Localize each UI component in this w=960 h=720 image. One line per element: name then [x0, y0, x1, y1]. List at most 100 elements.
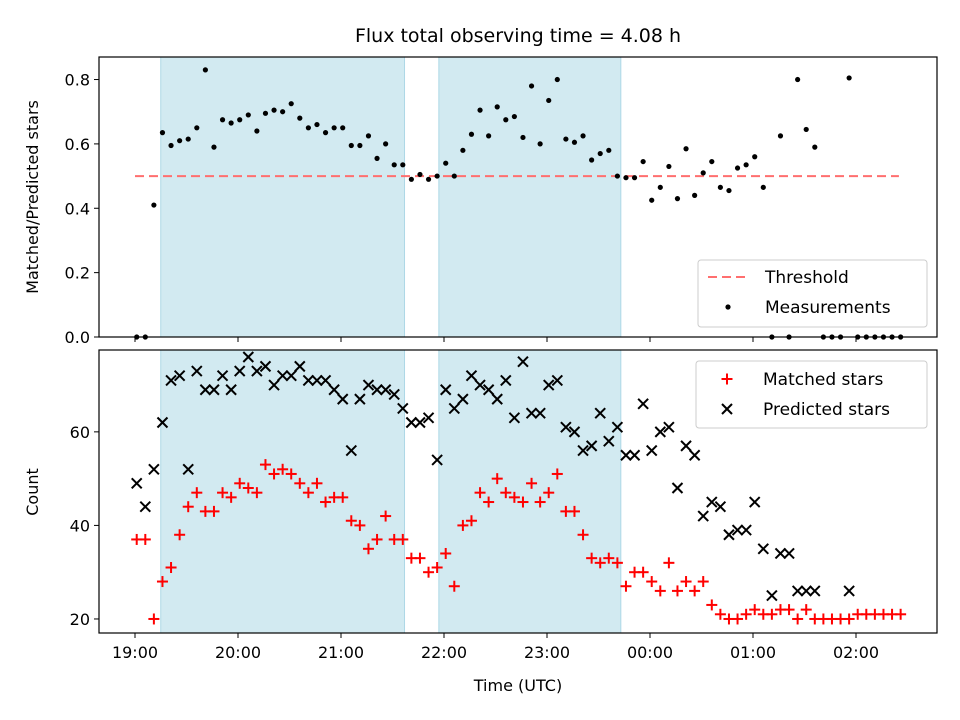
bottom-y-axis: 20 40 60: [70, 423, 99, 629]
measurement-point: [846, 75, 852, 81]
measurement-point: [340, 125, 346, 131]
matched-point: [534, 496, 546, 508]
measurement-point: [734, 165, 741, 171]
measurement-point: [297, 115, 303, 121]
x-tick-label: 02:00: [833, 643, 879, 662]
matched-point: [766, 608, 778, 620]
matched-point: [491, 473, 503, 485]
predicted-point: [723, 529, 735, 541]
measurement-point: [666, 163, 672, 170]
top-y-tick-label: 0.0: [65, 328, 90, 347]
measurement-point: [211, 144, 217, 150]
predicted-point: [628, 449, 641, 461]
matched-point: [354, 519, 366, 531]
measurement-point: [589, 157, 595, 163]
predicted-point: [173, 370, 186, 382]
predicted-point: [216, 370, 229, 382]
measurements-legend-label: Measurements: [765, 298, 891, 318]
predicted-point: [328, 384, 340, 396]
measurement-point: [202, 67, 208, 73]
x-tick-label: 19:00: [112, 643, 158, 662]
top-y-tick-label: 0.4: [65, 199, 90, 218]
matched-point: [191, 487, 203, 499]
predicted-point: [405, 416, 418, 429]
predicted-point: [543, 379, 555, 391]
threshold-legend-label: Threshold: [764, 268, 849, 288]
top-y-tick-label: 0.2: [65, 264, 90, 283]
chart-title: Flux total observing time = 4.08 h: [355, 25, 681, 47]
matched-point: [465, 515, 477, 527]
predicted-point: [156, 416, 169, 429]
bottom-observing-window-2: [438, 349, 622, 634]
predicted-point: [568, 426, 581, 438]
predicted-point: [276, 370, 289, 382]
measurement-point: [219, 117, 226, 123]
matched-point: [474, 487, 486, 499]
predicted-point: [560, 421, 572, 433]
predicted-point: [131, 477, 143, 490]
matched-stars-series: [131, 459, 907, 625]
predicted-point: [749, 496, 761, 508]
measurement-point: [700, 170, 706, 176]
matched-point: [423, 566, 435, 578]
predicted-point: [697, 510, 709, 522]
predicted-point: [225, 384, 237, 396]
matched-point: [440, 547, 452, 559]
predicted-point: [251, 365, 263, 377]
x-tick-label: 01:00: [730, 643, 776, 662]
predicted-point: [637, 398, 649, 410]
predicted-point: [706, 496, 718, 508]
predicted-point: [448, 402, 461, 415]
matched-point: [217, 487, 229, 499]
measurement-point: [400, 162, 406, 168]
matched-point: [277, 463, 289, 475]
measurement-point: [631, 175, 638, 181]
matched-point: [380, 510, 392, 522]
matched-point: [663, 557, 675, 569]
measurement-point: [649, 197, 655, 203]
top-plot-frame: [98, 56, 938, 338]
measurement-point: [383, 141, 389, 147]
measurement-point: [623, 175, 629, 181]
predicted-point: [414, 416, 426, 429]
top-shaded-regions: [160, 56, 622, 338]
predicted-point: [182, 463, 194, 475]
matched-legend-plus: [721, 373, 733, 385]
matched-legend-marker: [721, 373, 733, 385]
matched-point: [603, 552, 615, 564]
matched-point: [620, 580, 632, 592]
predicted-point: [311, 374, 323, 387]
matched-point: [414, 552, 426, 564]
measurement-point: [494, 104, 500, 110]
measurement-point: [417, 171, 423, 178]
bottom-x-axis: 19:00 20:00 21:00 22:00 23:00 00:00 01:00 02:00: [112, 633, 879, 662]
matched-point: [242, 482, 254, 494]
measurement-point: [503, 117, 509, 123]
measurement-point: [812, 144, 818, 150]
measurement-point: [443, 160, 449, 166]
matched-point: [294, 477, 306, 489]
measurement-point: [434, 173, 440, 179]
measurement-point: [254, 128, 260, 134]
measurement-point: [614, 173, 620, 179]
predicted-point: [139, 500, 152, 513]
matched-point: [792, 613, 804, 625]
predicted-point: [371, 384, 383, 396]
bottom-y-tick-label: 60: [70, 423, 90, 442]
predicted-point: [259, 360, 272, 373]
matched-point: [234, 477, 246, 489]
measurement-point: [743, 162, 749, 168]
predicted-point: [525, 407, 538, 419]
predicted-point: [783, 547, 795, 560]
measurement-point: [348, 142, 354, 149]
matched-point: [345, 515, 357, 527]
matched-point: [689, 585, 701, 597]
predicted-point: [740, 524, 752, 536]
measurement-point: [314, 121, 320, 128]
predicted-point: [482, 384, 495, 396]
predicted-point: [302, 374, 315, 387]
matched-point: [697, 576, 709, 588]
measurement-point: [477, 107, 483, 113]
measurement-point: [322, 130, 329, 136]
